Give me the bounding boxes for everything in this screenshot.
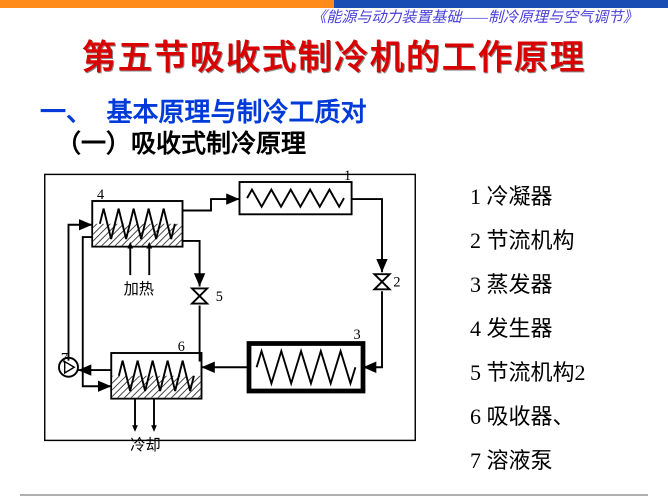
page-title: 第五节吸收式制冷机的工作原理 (0, 30, 668, 79)
legend-item: 2 节流机构 (470, 219, 586, 263)
refrigeration-diagram: 1 4 3 6 7 5 2 加热冷却 (40, 165, 420, 465)
svg-text:3: 3 (354, 327, 361, 343)
legend-item: 6 吸收器、 (470, 395, 586, 439)
svg-text:5: 5 (216, 289, 223, 305)
svg-text:加热: 加热 (124, 281, 154, 298)
section-index: 一、 (40, 97, 92, 127)
legend-item: 3 蒸发器 (470, 263, 586, 307)
header-caption: 《能源与动力装置基础——制冷原理与空气调节》 (311, 6, 638, 27)
svg-text:2: 2 (393, 275, 400, 291)
legend-item: 7 溶液泵 (470, 439, 586, 483)
section-text: 基本原理与制冷工质对 (106, 97, 366, 127)
footer-divider (20, 494, 648, 496)
legend-item: 5 节流机构2 (470, 351, 586, 395)
svg-text:冷却: 冷却 (130, 437, 160, 454)
legend-item: 1 冷凝器 (470, 175, 586, 219)
subsection-heading: （一）吸收式制冷原理 (56, 124, 306, 160)
svg-text:1: 1 (344, 168, 351, 184)
svg-text:7: 7 (61, 351, 68, 367)
svg-text:6: 6 (178, 339, 185, 355)
legend-item: 4 发生器 (470, 307, 586, 351)
legend-list: 1 冷凝器2 节流机构3 蒸发器4 发生器5 节流机构26 吸收器、7 溶液泵 (470, 175, 586, 483)
svg-text:4: 4 (97, 187, 104, 203)
